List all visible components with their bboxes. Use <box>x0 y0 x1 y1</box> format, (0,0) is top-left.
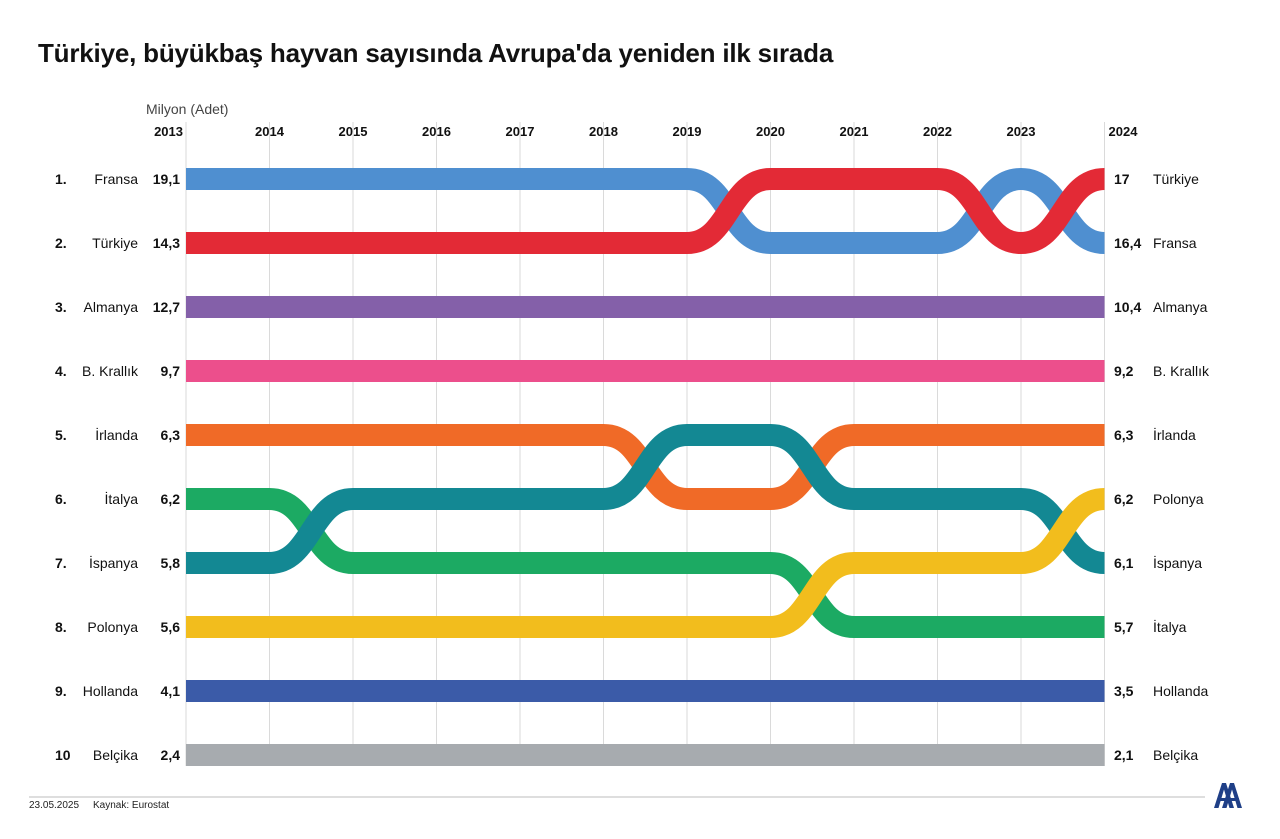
x-tick-2021: 2021 <box>840 124 869 139</box>
start-country-label: Almanya <box>84 299 139 315</box>
series-band-İspanya <box>186 424 1106 574</box>
rank-label: 2. <box>55 235 67 251</box>
start-country-label: İrlanda <box>95 426 138 443</box>
end-country-label: Türkiye <box>1153 171 1199 187</box>
unit-label: Milyon (Adet) <box>146 101 228 117</box>
start-value-label: 5,8 <box>161 555 181 571</box>
x-tick-2016: 2016 <box>422 124 451 139</box>
start-value-label: 19,1 <box>153 171 180 187</box>
start-country-label: Belçika <box>93 747 138 763</box>
rank-label: 5. <box>55 427 67 443</box>
start-country-label: Polonya <box>87 619 138 635</box>
end-value-label: 6,2 <box>1114 491 1134 507</box>
start-country-label: İspanya <box>89 554 138 571</box>
x-tick-2022: 2022 <box>923 124 952 139</box>
end-country-label: B. Krallık <box>1153 363 1210 379</box>
x-tick-2013: 2013 <box>154 124 183 139</box>
start-value-label: 4,1 <box>161 683 181 699</box>
start-value-label: 6,2 <box>161 491 181 507</box>
end-country-label: Hollanda <box>1153 683 1208 699</box>
footer-source: Kaynak: Eurostat <box>93 800 170 811</box>
x-tick-2018: 2018 <box>589 124 618 139</box>
start-value-label: 12,7 <box>153 299 180 315</box>
rank-label: 10 <box>55 747 71 763</box>
end-value-label: 5,7 <box>1114 619 1134 635</box>
aa-logo-icon <box>1213 781 1243 809</box>
start-value-label: 14,3 <box>153 235 180 251</box>
x-tick-2023: 2023 <box>1007 124 1036 139</box>
start-country-label: İtalya <box>105 490 139 507</box>
x-tick-2015: 2015 <box>339 124 368 139</box>
end-value-label: 17 <box>1114 171 1130 187</box>
start-country-label: B. Krallık <box>82 363 139 379</box>
end-value-label: 10,4 <box>1114 299 1141 315</box>
series-band-İrlanda <box>186 424 1105 510</box>
rank-label: 7. <box>55 555 67 571</box>
rank-label: 8. <box>55 619 67 635</box>
series-band-Türkiye <box>186 168 1106 255</box>
rank-label: 4. <box>55 363 67 379</box>
rank-label: 9. <box>55 683 67 699</box>
end-value-label: 2,1 <box>1114 747 1134 763</box>
start-value-label: 9,7 <box>161 363 181 379</box>
rank-label: 3. <box>55 299 67 315</box>
start-value-label: 5,6 <box>161 619 181 635</box>
chart-labels: Milyon (Adet) 2013 2014 2015 2016 2017 2018 201… <box>55 101 1210 763</box>
rank-label: 1. <box>55 171 67 187</box>
end-country-label: Fransa <box>1153 235 1197 251</box>
series-band-Polonya <box>186 488 1106 638</box>
end-country-label: Polonya <box>1153 491 1204 507</box>
end-country-label: İrlanda <box>1153 426 1196 443</box>
series-bands <box>186 167 1106 766</box>
start-country-label: Hollanda <box>83 683 138 699</box>
chart-title: Türkiye, büyükbaş hayvan sayısında Avrup… <box>38 38 834 68</box>
x-tick-2014: 2014 <box>255 124 285 139</box>
end-country-label: Almanya <box>1153 299 1208 315</box>
start-country-label: Fransa <box>94 171 138 187</box>
x-tick-2020: 2020 <box>756 124 785 139</box>
end-value-label: 9,2 <box>1114 363 1134 379</box>
end-country-label: İspanya <box>1153 554 1202 571</box>
end-value-label: 6,1 <box>1114 555 1134 571</box>
rank-label: 6. <box>55 491 67 507</box>
end-country-label: Belçika <box>1153 747 1198 763</box>
start-value-label: 6,3 <box>161 427 181 443</box>
start-country-label: Türkiye <box>92 235 138 251</box>
x-tick-2024: 2024 <box>1109 124 1139 139</box>
x-tick-2019: 2019 <box>673 124 702 139</box>
series-band-İtalya <box>186 488 1105 638</box>
end-value-label: 3,5 <box>1114 683 1134 699</box>
x-tick-2017: 2017 <box>506 124 535 139</box>
footer-date: 23.05.2025 <box>29 800 80 811</box>
end-value-label: 6,3 <box>1114 427 1134 443</box>
end-country-label: İtalya <box>1153 618 1187 635</box>
end-value-label: 16,4 <box>1114 235 1141 251</box>
start-value-label: 2,4 <box>161 747 181 763</box>
